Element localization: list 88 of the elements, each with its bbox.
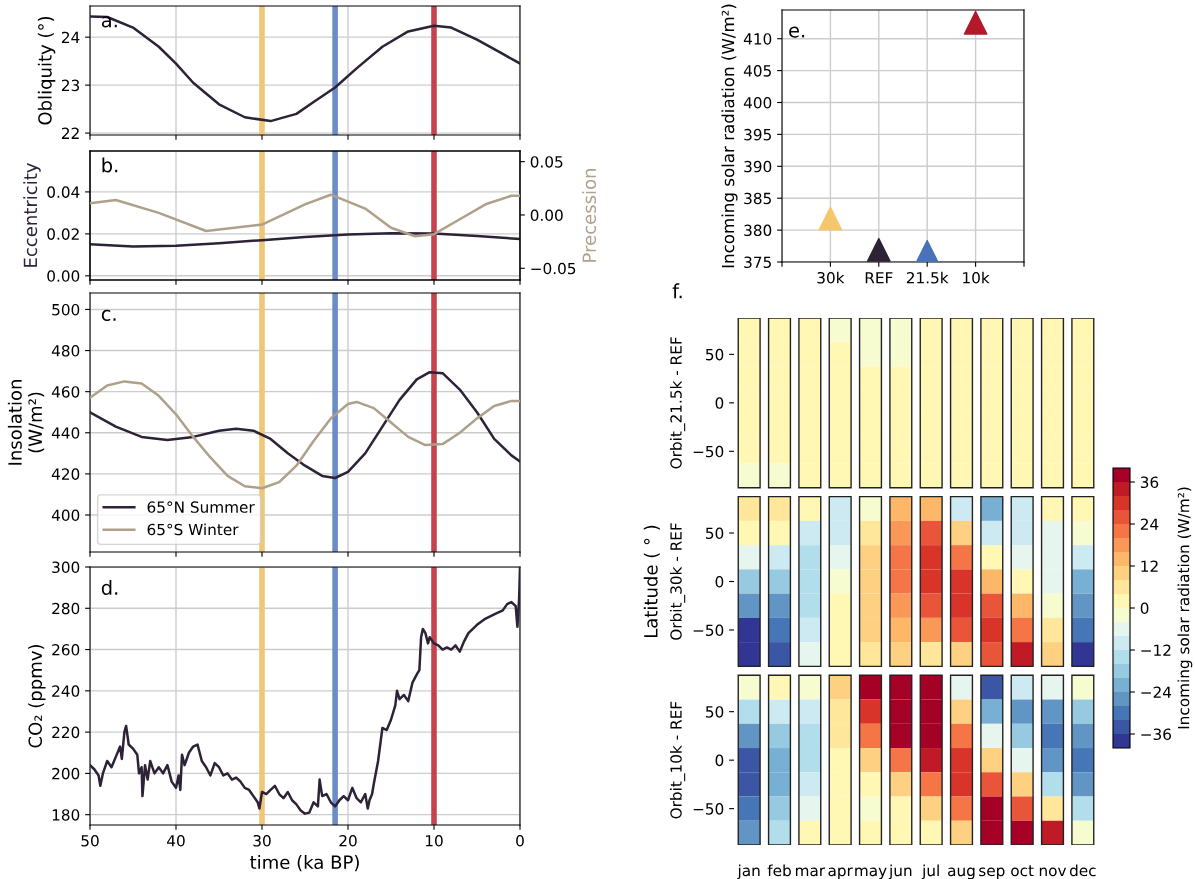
- color-bar-label: −12: [1141, 644, 1171, 656]
- y-tick-label: 500: [52, 303, 80, 316]
- color-bar-title: Incoming solar radiation (W/m²): [1177, 487, 1193, 729]
- x-tick-label: aug: [948, 867, 975, 879]
- color-bar-label: 12: [1141, 560, 1158, 572]
- y-tick-label: 0.02: [47, 228, 79, 240]
- x-tick-label: mar: [795, 867, 826, 877]
- y-tick-label: 220: [52, 726, 80, 739]
- x-tick-label: 30: [253, 834, 271, 847]
- y-tick-label: −50: [693, 445, 724, 458]
- color-bar-label: −24: [1141, 686, 1172, 698]
- legend-label: 65°N Summer: [147, 501, 255, 513]
- y-tick-label: 0: [715, 575, 724, 588]
- y-tick-label: 260: [52, 644, 80, 656]
- y-tick-label: 375: [744, 256, 771, 269]
- y-tick-label: 200: [52, 767, 80, 780]
- y-tick-label: 240: [52, 685, 80, 697]
- chart-title: b.: [102, 157, 118, 173]
- x-tick-label: may: [855, 867, 887, 879]
- y-tick-label: 280: [52, 602, 80, 615]
- y-tick-label: 0: [715, 754, 724, 767]
- y2-tick-label: −0.05: [531, 262, 576, 275]
- y-tick-label: 0.00: [47, 270, 80, 282]
- color-bar-label: 0: [1140, 602, 1149, 615]
- x-tick-label: apr: [828, 867, 853, 879]
- x-tick-label: jun: [888, 864, 912, 879]
- text: Orbit_21.5k - REF: [669, 337, 686, 469]
- y-tick-label: −50: [693, 803, 724, 815]
- y-tick-label: 400: [51, 509, 80, 522]
- y-tick-label: 405: [743, 65, 771, 77]
- text: Orbit_10k - REF: [669, 701, 686, 819]
- y-tick-label: 50: [706, 348, 724, 361]
- x-tick-label: REF: [865, 272, 893, 284]
- x-tick-label: 40: [167, 834, 185, 847]
- x-tick-label: 21.5k: [906, 271, 949, 284]
- x-tick-label: 20: [339, 834, 357, 847]
- color-bar-label: 36: [1140, 476, 1159, 489]
- y-tick-label: 50: [706, 527, 724, 540]
- color-bar-label: 24: [1140, 518, 1159, 530]
- y2-axis-title: Precession: [582, 169, 597, 262]
- y-tick-label: 24: [61, 31, 80, 43]
- color-bar-label: −36: [1141, 728, 1171, 741]
- y2-tick-label: 0.00: [530, 209, 563, 221]
- x-tick-label: 50: [81, 834, 99, 847]
- x-tick-label: 10: [425, 834, 443, 847]
- y-tick-label: 410: [743, 33, 772, 45]
- x-tick-label: sep: [979, 867, 1005, 879]
- text: e.: [789, 26, 805, 38]
- x-tick-label: jan: [737, 864, 760, 879]
- y-axis-title: Obliquity (°): [37, 16, 56, 125]
- y-tick-label: 395: [744, 128, 771, 141]
- x-tick-label: 0: [516, 834, 524, 847]
- text: c.: [101, 309, 116, 321]
- y-tick-label: 440: [51, 427, 80, 439]
- y-tick-label: 50: [706, 706, 724, 718]
- y-tick-label: −50: [693, 624, 724, 636]
- y-tick-label: 380: [744, 224, 772, 237]
- x-tick-label: oct: [1011, 865, 1034, 877]
- x-tick-label: nov: [1039, 867, 1067, 877]
- y-axis-title: Incoming solar radiation (W/m²): [721, 4, 738, 268]
- y-tick-label: 480: [51, 345, 80, 357]
- x-tick-label: dec: [1069, 864, 1096, 877]
- y-tick-label: 420: [51, 468, 80, 480]
- chart-title: f.: [672, 283, 682, 299]
- text: Orbit_30k - REF: [669, 523, 686, 640]
- x-axis-title: time (ka BP): [250, 855, 359, 872]
- y-tick-label: 23: [61, 79, 80, 92]
- x-tick-label: feb: [767, 864, 791, 877]
- y2-tick-label: 0.05: [530, 156, 563, 168]
- x-tick-label: 30k: [817, 271, 845, 284]
- text: d.: [101, 579, 118, 595]
- legend-label: 65°S Winter: [147, 523, 239, 536]
- y-tick-label: 460: [51, 386, 80, 398]
- x-tick-label: 10k: [963, 271, 990, 284]
- y-axis-title: CO₂ (ppmv): [28, 645, 46, 748]
- y-axis-title: Latitude ( ° ): [643, 525, 660, 638]
- y-tick-label: 0: [715, 397, 724, 409]
- y-tick-label: 390: [744, 160, 772, 173]
- y-axis-title: Eccentricity: [23, 163, 41, 267]
- x-tick-label: jul: [921, 864, 939, 879]
- chart-title: a.: [101, 16, 117, 28]
- y-tick-label: 400: [743, 96, 772, 109]
- y-tick-label: 300: [52, 561, 80, 574]
- y-tick-label: 22: [61, 127, 79, 139]
- y-tick-label: 0.04: [47, 186, 80, 198]
- y-tick-label: 385: [744, 192, 771, 205]
- y-axis-title: Insolation (W/m²): [7, 380, 45, 465]
- y-tick-label: 180: [52, 809, 80, 821]
